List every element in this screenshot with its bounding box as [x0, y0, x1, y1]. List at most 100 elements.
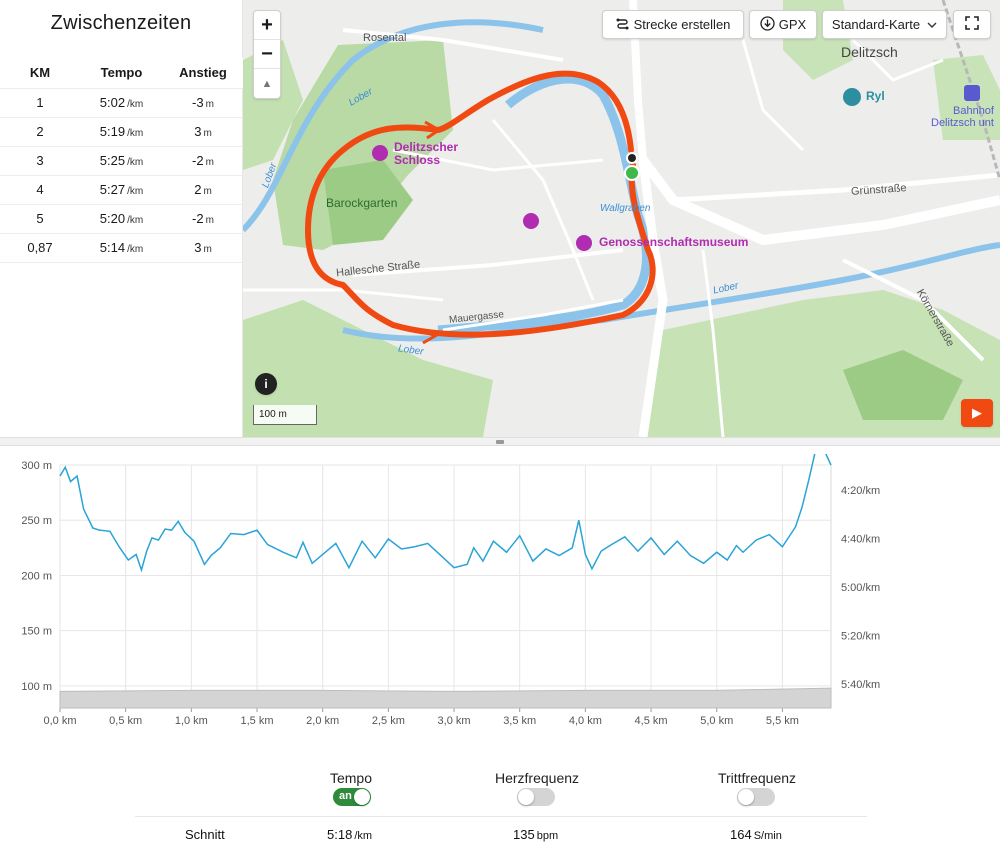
- x-tick-label: 3,0 km: [438, 715, 471, 727]
- play-button[interactable]: ▶: [961, 399, 993, 427]
- road: [851, 38, 944, 82]
- toggle-knob: [354, 789, 370, 805]
- average-cadence: 164 S/min: [730, 827, 782, 842]
- splits-table: KM Tempo Anstieg 1 5:02/km -3 m 2 5:19/km 3 m 3 5…: [0, 58, 243, 263]
- split-tempo-value: 5:25: [99, 153, 126, 168]
- moat-label: Wallgraben: [600, 203, 651, 214]
- split-km: 2: [0, 116, 80, 146]
- x-tick-label: 1,5 km: [241, 715, 274, 727]
- average-row: Schnitt 5:18/km 135 bpm 164 S/min: [135, 816, 867, 850]
- split-ascent-value: 3: [194, 124, 202, 139]
- split-ascent-unit: m: [203, 128, 212, 139]
- split-ascent-unit: m: [205, 99, 214, 110]
- split-km: 0,87: [0, 232, 80, 263]
- toggle-state-text: an: [339, 790, 352, 802]
- split-row: 1 5:02/km -3 m: [0, 87, 243, 117]
- poi-pin: [523, 213, 539, 229]
- y-left-tick-label: 200 m: [21, 570, 52, 582]
- route-map[interactable]: Rosental Delitzsch Lober Lober Lober Lob…: [243, 0, 1000, 437]
- poi-label-museum[interactable]: Genossenschaftsmuseum: [599, 235, 749, 249]
- town-label: Delitzsch: [841, 44, 898, 60]
- poi-label-schloss[interactable]: Delitzscher Schloss: [394, 141, 458, 167]
- x-tick-label: 3,5 km: [503, 715, 536, 727]
- split-tempo: 5:14/km: [80, 232, 163, 263]
- pace-line: [59, 454, 832, 573]
- split-ascent-value: -3: [192, 95, 204, 110]
- road: [639, 157, 1000, 246]
- split-ascent-value: -2: [192, 211, 204, 226]
- cadence-toggle[interactable]: [737, 788, 775, 806]
- route-arrow: [424, 120, 442, 140]
- split-ascent: -2 m: [163, 145, 243, 175]
- route-track: [304, 70, 656, 338]
- poi-label-ryl[interactable]: Ryl: [866, 89, 885, 103]
- x-tick-label: 0,0 km: [43, 715, 76, 727]
- finish-marker: [626, 152, 638, 164]
- start-marker: [624, 165, 640, 181]
- fullscreen-icon: [965, 16, 979, 33]
- map-type-label: Standard-Karte: [831, 17, 921, 32]
- park-area: [273, 40, 453, 250]
- park-label-barockgarten: Barockgarten: [326, 196, 398, 210]
- split-tempo-unit: /km: [127, 244, 144, 255]
- y-right-tick-label: 4:20/km: [841, 485, 880, 497]
- poi-label-bahnhof[interactable]: Bahnhof Delitzsch unt: [931, 105, 994, 129]
- average-heartrate-unit: bpm: [536, 830, 559, 842]
- average-label: Schnitt: [185, 827, 225, 842]
- zoom-out-button[interactable]: −: [254, 40, 280, 69]
- zoom-in-button[interactable]: +: [254, 11, 280, 40]
- toggle-label-tempo: Tempo: [329, 770, 373, 786]
- split-tempo-value: 5:02: [99, 95, 126, 110]
- road: [392, 148, 604, 172]
- heartrate-toggle[interactable]: [517, 788, 555, 806]
- average-cadence-unit: S/min: [753, 830, 782, 842]
- road: [243, 288, 444, 302]
- poi-label-line: Delitzscher: [394, 140, 459, 154]
- map-type-dropdown[interactable]: Standard-Karte: [822, 10, 947, 39]
- poi-label-line: Delitzsch unt: [931, 117, 994, 129]
- split-tempo: 5:20/km: [80, 203, 163, 233]
- split-ascent-value: 3: [194, 240, 202, 255]
- map-scale-bar: 100 m: [253, 405, 317, 425]
- map-canvas[interactable]: [243, 0, 1000, 437]
- poi-label-line: Bahnhof: [953, 105, 994, 117]
- x-tick-label: 1,0 km: [175, 715, 208, 727]
- elevation-pace-chart[interactable]: 0,0 km 0,5 km 1,0 km 1,5 km 2,0 km 2,5 km 3,0 …: [0, 454, 1000, 734]
- x-tick-label: 4,0 km: [569, 715, 602, 727]
- y-right-tick-label: 5:00/km: [841, 582, 880, 594]
- panel-resize-handle[interactable]: [0, 437, 1000, 446]
- gpx-label: GPX: [778, 17, 807, 32]
- zoom-controls: + − ▲: [253, 10, 281, 99]
- compass-button[interactable]: ▲: [261, 77, 273, 90]
- col-header-ascent: Anstieg: [163, 58, 243, 88]
- split-tempo-value: 5:14: [99, 240, 126, 255]
- y-left-tick-label: 150 m: [21, 626, 52, 638]
- poi-label-line: Schloss: [394, 153, 441, 167]
- split-tempo: 5:25/km: [80, 145, 163, 175]
- road: [672, 172, 1000, 203]
- col-header-km: KM: [0, 58, 80, 88]
- split-ascent-unit: m: [203, 244, 212, 255]
- route-arrow: [422, 328, 439, 345]
- split-row: 0,87 5:14/km 3 m: [0, 232, 243, 263]
- create-route-button[interactable]: Strecke erstellen: [602, 10, 744, 39]
- train-station-icon: [964, 85, 980, 101]
- park-area: [843, 350, 963, 420]
- road: [842, 258, 985, 362]
- info-button[interactable]: i: [255, 373, 277, 395]
- fullscreen-button[interactable]: [953, 10, 991, 39]
- split-row: 5 5:20/km -2 m: [0, 203, 243, 233]
- split-ascent-value: -2: [192, 153, 204, 168]
- tempo-toggle[interactable]: an: [333, 788, 371, 806]
- road: [342, 28, 564, 62]
- y-left-tick-label: 300 m: [21, 460, 52, 472]
- average-tempo-value: 5:18: [327, 827, 353, 842]
- split-km: 3: [0, 145, 80, 175]
- split-ascent-unit: m: [205, 157, 214, 168]
- park-area: [643, 290, 1000, 437]
- gpx-button[interactable]: GPX: [749, 10, 817, 39]
- split-ascent-value: 2: [194, 182, 202, 197]
